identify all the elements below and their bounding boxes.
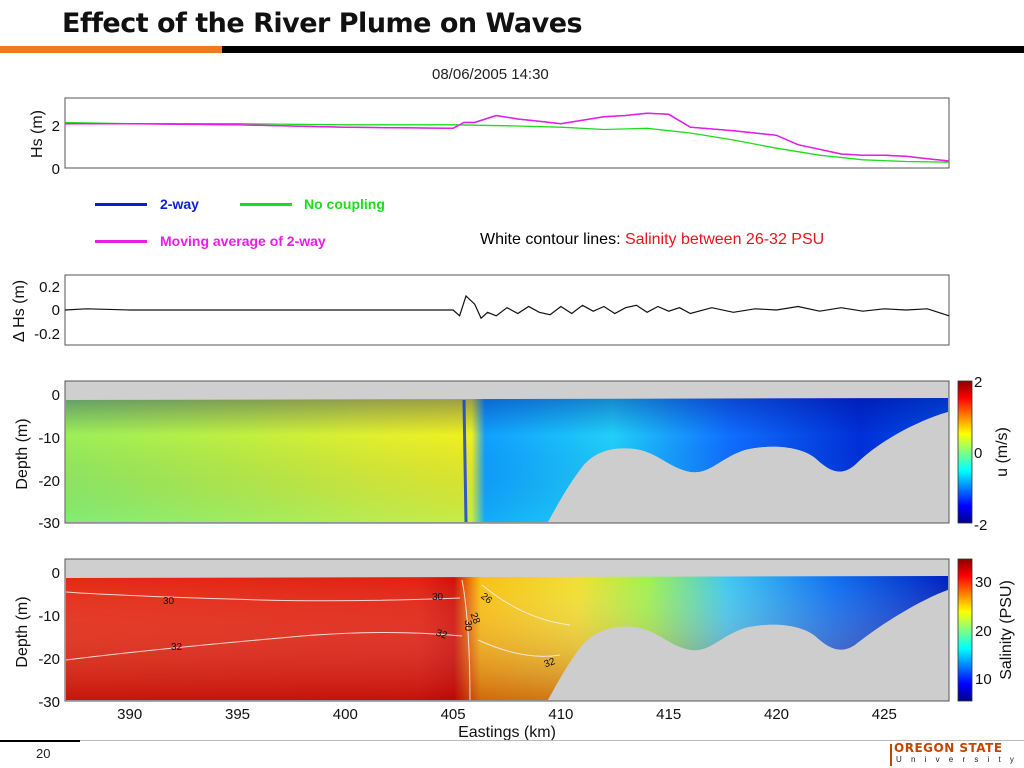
dhs-ytick-0.2: 0.2: [39, 279, 60, 296]
hs-series-no-coupling: [64, 121, 950, 163]
dhs-ytick-0: 0: [52, 302, 60, 319]
sal-contour-label-32-left: 32: [171, 642, 183, 653]
x-tick-label-400: 400: [333, 706, 358, 723]
u-colorbar-label: u (m/s): [994, 427, 1011, 477]
dhs-ytick-neg0.2: -0.2: [34, 326, 60, 343]
u-front-line: [462, 399, 468, 523]
contour-note-prefix: White contour lines:: [480, 231, 625, 248]
hs-series-moving-avg: [65, 112, 950, 162]
u-ytick-neg20: -20: [38, 473, 60, 490]
u-bathymetry: [548, 412, 948, 522]
hs-ytick-0: 0: [52, 161, 60, 178]
sal-contour-30a: [65, 591, 461, 602]
legend-line-2way: [95, 203, 147, 206]
sal-ytick-neg30: -30: [38, 694, 60, 711]
sal-colorbar-tick-30: 30: [975, 574, 992, 591]
contour-note-value: Salinity between 26-32 PSU: [624, 231, 825, 248]
legend-label-moving-avg: Moving average of 2-way: [160, 233, 326, 249]
u-ytick-neg10: -10: [38, 430, 60, 447]
hs-ytick-2: 2: [52, 118, 60, 135]
header-accent-bar: [0, 46, 222, 53]
legend-label-no-coupling: No coupling: [304, 196, 385, 212]
x-tick-label-410: 410: [548, 706, 573, 723]
sal-ytick-neg20: -20: [38, 651, 60, 668]
contour-note: White contour lines: Salinity between 26…: [480, 231, 824, 249]
sal-bathymetry: [548, 590, 948, 700]
u-ylabel: Depth (m): [14, 418, 31, 489]
header-rule: [222, 46, 1024, 53]
x-tick-label-420: 420: [764, 706, 789, 723]
sal-ytick-0: 0: [52, 565, 60, 582]
sal-contour-label-30-left: 30: [163, 596, 175, 607]
u-ytick-0: 0: [52, 387, 60, 404]
sal-contour-front: [461, 579, 471, 701]
x-tick-label-395: 395: [225, 706, 250, 723]
sal-contour-32b: [477, 639, 561, 657]
u-ytick-neg30: -30: [38, 515, 60, 532]
legend-label-2way: 2-way: [160, 196, 199, 212]
dhs-ylabel: Δ Hs (m): [11, 280, 28, 342]
sal-ylabel: Depth (m): [14, 596, 31, 667]
hs-plot-frame: [64, 97, 950, 169]
u-colorbar-tick-0: 0: [974, 445, 982, 462]
osu-logo-line1: OREGON STATE: [894, 741, 1003, 755]
sal-colorbar-tick-20: 20: [975, 623, 992, 640]
u-colorbar-tick-neg2: -2: [974, 517, 987, 534]
sal-colorbar-tick-10: 10: [975, 671, 992, 688]
sal-contour-32a: [65, 632, 463, 661]
legend-line-no-coupling: [240, 203, 292, 206]
footer-line: [0, 740, 80, 742]
sal-colorbar-label: Salinity (PSU): [998, 580, 1015, 680]
sal-contour-label-32-right: 32: [543, 656, 558, 670]
sal-contour-label-28: 28: [468, 611, 482, 626]
sal-contour-label-30-mid: 30: [432, 592, 444, 603]
page-number: 20: [36, 746, 51, 761]
sal-ytick-neg10: -10: [38, 608, 60, 625]
sal-contour-label-32-mid: 32: [434, 628, 449, 642]
u-colorbar-tick-2: 2: [974, 374, 982, 391]
x-tick-label-425: 425: [872, 706, 897, 723]
x-axis-label: Eastings (km): [458, 724, 556, 741]
x-tick-label-405: 405: [441, 706, 466, 723]
sal-contour-label-30-front: 30: [462, 620, 473, 632]
dhs-series-line: [64, 294, 950, 320]
slide-title: Effect of the River Plume on Waves: [62, 8, 583, 39]
footer-rule: [80, 740, 1024, 741]
hs-series-group: [64, 112, 950, 163]
figure-title: 08/06/2005 14:30: [432, 66, 549, 83]
osu-logo-bar: [890, 744, 892, 766]
sal-field-shade: [66, 576, 948, 700]
osu-logo: OREGON STATE University: [890, 741, 1020, 767]
legend-line-moving-avg: [95, 240, 147, 243]
osu-logo-line2: University: [896, 755, 1024, 764]
u-colorbar: [957, 380, 973, 524]
sal-colorbar: [957, 558, 973, 702]
x-tick-label-390: 390: [117, 706, 142, 723]
x-axis-ticks: 390 395 400 405 410 415 420 425: [117, 706, 897, 723]
sal-contour-28: [481, 584, 571, 626]
hs-ylabel: Hs (m): [29, 110, 46, 158]
dhs-series-group: [64, 294, 950, 320]
u-field-shade: [66, 398, 948, 522]
x-tick-label-415: 415: [656, 706, 681, 723]
